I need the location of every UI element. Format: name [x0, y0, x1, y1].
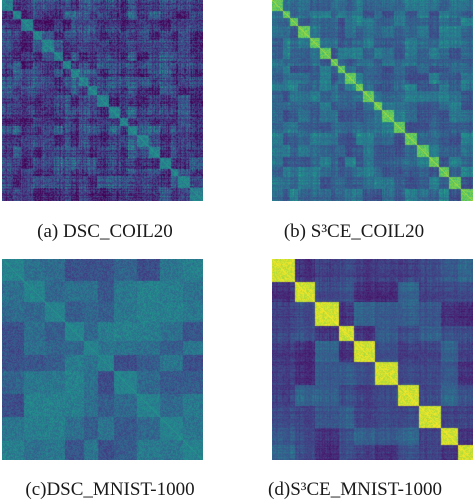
heatmap-b [272, 0, 473, 201]
caption-c: (c)DSC_MNIST-1000 [25, 479, 195, 500]
caption-b: (b) S³CE_COIL20 [283, 221, 425, 242]
heatmap-c [2, 259, 203, 460]
heatmap-d [272, 259, 473, 460]
caption-a: (a) DSC_COIL20 [37, 221, 173, 242]
caption-d: (d)S³CE_MNIST-1000 [268, 479, 442, 500]
heatmap-a [2, 0, 203, 201]
